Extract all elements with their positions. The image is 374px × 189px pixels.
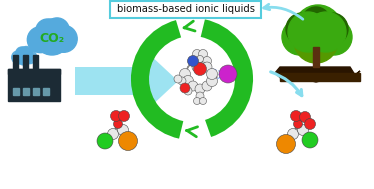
Bar [23,55,28,71]
Circle shape [36,19,59,42]
Circle shape [18,53,30,64]
FancyBboxPatch shape [110,1,261,18]
Circle shape [276,135,295,153]
Circle shape [188,57,197,66]
Circle shape [302,7,330,35]
Circle shape [113,119,123,129]
Circle shape [110,111,122,122]
Circle shape [316,13,348,45]
Circle shape [15,47,33,65]
Circle shape [21,46,33,59]
Circle shape [23,50,37,64]
Circle shape [316,19,352,55]
Bar [33,88,39,95]
Bar [23,88,29,95]
Circle shape [178,77,186,85]
Circle shape [188,81,198,91]
Circle shape [219,65,237,83]
Circle shape [288,129,298,139]
Polygon shape [275,67,360,82]
Circle shape [193,50,202,59]
Circle shape [183,75,193,87]
Bar [280,73,360,81]
Circle shape [107,129,119,139]
Circle shape [282,19,318,55]
Circle shape [50,25,77,52]
Circle shape [195,84,205,94]
Circle shape [291,111,301,122]
Circle shape [297,125,309,136]
Circle shape [206,75,218,87]
Circle shape [180,68,190,80]
Circle shape [184,87,192,95]
Circle shape [41,31,63,53]
Circle shape [300,112,310,122]
Circle shape [199,98,206,105]
Bar [33,55,38,71]
Circle shape [193,63,206,75]
Circle shape [302,132,318,148]
Circle shape [294,5,342,53]
Circle shape [117,125,129,136]
Circle shape [119,132,138,150]
Polygon shape [75,53,178,109]
Circle shape [192,62,202,72]
Circle shape [27,27,53,53]
Circle shape [202,57,212,66]
Circle shape [119,111,129,122]
Bar [8,69,60,101]
Text: CO₂: CO₂ [39,33,65,46]
Circle shape [198,62,208,72]
Bar [13,55,18,71]
Circle shape [34,19,70,55]
Circle shape [16,47,28,59]
Bar [313,47,319,67]
Circle shape [187,56,199,67]
Circle shape [180,83,190,93]
Circle shape [286,13,318,45]
Circle shape [12,51,25,64]
Text: biomass-based ionic liquids: biomass-based ionic liquids [117,4,255,14]
Circle shape [202,62,212,72]
Circle shape [188,56,198,66]
Circle shape [174,75,182,83]
Circle shape [294,19,338,63]
Bar [8,69,60,74]
Circle shape [97,133,113,149]
Circle shape [193,98,200,105]
Circle shape [196,56,203,63]
Circle shape [202,81,212,91]
Circle shape [206,68,218,80]
Circle shape [199,50,208,59]
Circle shape [288,12,328,52]
Circle shape [45,18,69,42]
Circle shape [196,92,204,100]
Bar [43,88,49,95]
Circle shape [306,12,346,52]
Bar [13,88,19,95]
Circle shape [304,119,316,129]
Circle shape [294,119,303,129]
